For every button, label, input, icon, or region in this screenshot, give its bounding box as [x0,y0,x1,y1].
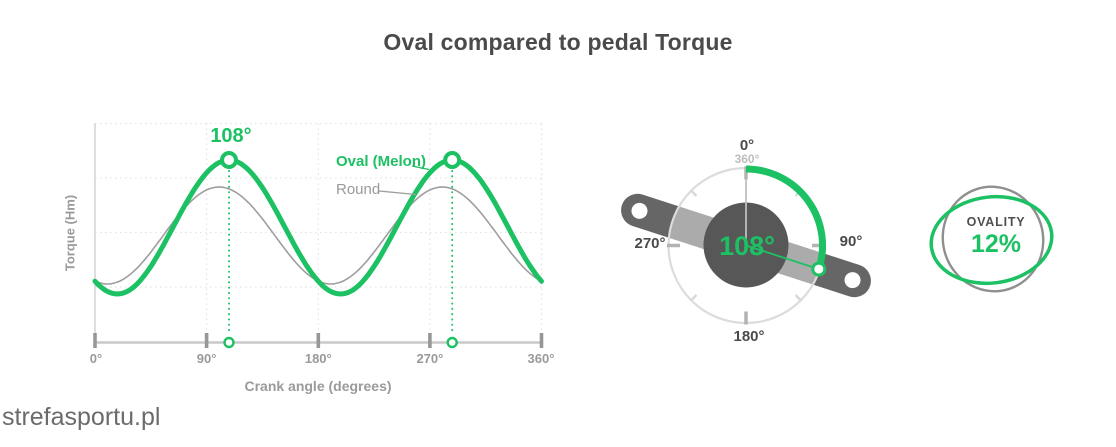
x-tick-180: 180° [304,351,332,366]
oval-ring-outline [929,194,1054,286]
legend-round-label: Round [336,181,381,198]
legend-oval-label: Oval (Melon) [336,153,427,170]
rotation-arc [745,165,826,271]
dial-label-0: 0° [739,137,755,154]
oval-torque-curve [92,157,544,297]
dial-label-360: 360° [734,152,760,166]
peak-annotation [220,151,238,349]
pedal-hole-right [844,272,861,289]
oval-legend-leader [411,165,430,171]
x-tick-360: 360° [527,351,555,366]
pedal-hole-left [631,202,648,219]
x-tick-0: 0° [89,351,103,366]
chart-gridlines [95,122,543,341]
ovality-figure [929,185,1054,293]
dial-center-angle: 108° [719,231,775,261]
x-tick-90: 90° [196,351,217,366]
page-title: Oval compared to pedal Torque [383,29,733,55]
ovality-label: OVALITY [966,215,1026,229]
peak-annotation [443,151,462,349]
dial-label-270: 270° [634,235,666,252]
crank-dial [621,165,871,325]
x-axis-label: Crank angle (degrees) [244,378,392,394]
arc-end-marker [811,261,827,277]
angle-pointer-line [745,244,820,270]
y-axis-label: Torque (Hm) [62,194,78,272]
x-axis-ticks [93,333,544,348]
dial-label-90: 90° [839,233,863,250]
round-ring-outline [941,185,1045,293]
round-legend-leader [378,190,417,196]
torque-chart [92,122,544,349]
dial-label-180: 180° [733,328,765,345]
ovality-value: 12% [970,230,1022,258]
watermark: strefasportu.pl [2,403,161,431]
peak-annotations [220,151,462,349]
peak-angle-annotation: 108° [210,125,252,147]
x-tick-270: 270° [416,351,444,366]
